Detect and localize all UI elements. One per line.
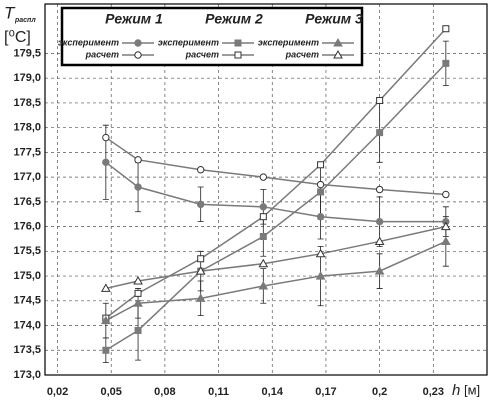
marker — [315, 248, 326, 258]
y-tick-label: 176,5 — [13, 196, 41, 208]
marker — [100, 283, 111, 292]
y-tick-label: 175,5 — [13, 245, 41, 257]
marker — [316, 213, 325, 221]
marker — [195, 293, 206, 302]
marker — [196, 166, 205, 174]
x-tick-label: 0,02 — [47, 386, 68, 398]
marker — [440, 221, 451, 231]
marker — [133, 298, 143, 307]
y-tick-label: 175,0 — [13, 270, 41, 282]
marker — [197, 255, 205, 263]
y-tick-label: 173,5 — [13, 344, 41, 356]
marker — [134, 51, 142, 59]
y-tick-label: 178,5 — [13, 97, 41, 109]
y-tick-label: 177,5 — [13, 146, 41, 158]
marker — [234, 39, 242, 47]
y-tick-label: 177,0 — [13, 171, 41, 183]
series-line — [105, 28, 447, 319]
marker — [258, 258, 269, 268]
marker — [259, 232, 267, 240]
marker — [440, 236, 451, 245]
y-tick-label: 179,0 — [13, 72, 41, 84]
marker — [375, 217, 384, 226]
y-tick-label: 178,0 — [13, 122, 41, 134]
x-tick-label: 0,14 — [262, 386, 284, 398]
y-label: T — [4, 3, 16, 22]
legend-label: расчет — [185, 49, 219, 59]
x-tick-label: 0,05 — [100, 386, 121, 398]
y-tick-label: 174,0 — [13, 319, 41, 331]
marker — [315, 271, 326, 280]
marker — [317, 161, 325, 169]
y-label-sub: распл — [14, 17, 36, 24]
y-tick-label: 174,5 — [13, 295, 41, 307]
y-tick-label: 176,0 — [13, 221, 41, 233]
marker — [442, 59, 450, 67]
marker — [317, 188, 325, 196]
x-label: h — [452, 382, 460, 399]
marker — [442, 25, 450, 33]
legend-box — [60, 6, 364, 67]
legend-title: Режим 3 — [305, 11, 363, 27]
marker — [259, 173, 268, 181]
marker — [374, 236, 385, 245]
marker — [374, 266, 385, 275]
marker — [442, 190, 450, 199]
legend-title: Режим 2 — [205, 11, 263, 27]
series-line — [105, 136, 446, 196]
marker — [102, 133, 110, 142]
legend-label: эксперимент — [158, 37, 219, 47]
legend: Режим 1 эксперимент расчет Режим 2 экспериме… — [58, 6, 364, 67]
marker — [134, 326, 142, 334]
marker — [134, 289, 142, 297]
legend-label: расчет — [85, 49, 119, 59]
legend-label: расчет — [285, 49, 319, 59]
y-tick-label: 179,5 — [13, 47, 41, 59]
marker — [316, 180, 325, 189]
legend-label: эксперимент — [58, 37, 119, 47]
x-tick-label: 0,2 — [372, 386, 387, 398]
marker — [102, 346, 110, 354]
x-tick-label: 0,11 — [208, 386, 229, 398]
marker — [333, 37, 343, 47]
marker — [259, 213, 267, 221]
marker — [134, 39, 142, 47]
legend-title: Режим 1 — [105, 11, 163, 27]
marker — [258, 280, 269, 290]
marker — [333, 49, 343, 59]
marker — [196, 200, 205, 209]
marker — [375, 185, 384, 194]
series-line — [105, 62, 447, 351]
y-unit: [⁰C] — [4, 29, 31, 46]
marker — [133, 276, 143, 285]
legend-label: эксперимент — [258, 37, 319, 47]
marker — [376, 129, 384, 137]
marker — [100, 315, 111, 325]
x-tick-label: 0,08 — [154, 386, 175, 398]
plot-frame — [44, 3, 488, 376]
marker — [234, 51, 242, 59]
marker — [134, 156, 142, 164]
x-unit: [м] — [464, 382, 480, 397]
marker — [376, 96, 384, 104]
x-tick-label: 0,23 — [423, 386, 444, 398]
series-line — [105, 161, 446, 223]
series-line — [105, 240, 447, 322]
marker — [102, 158, 110, 166]
series-line — [105, 225, 447, 290]
marker — [134, 183, 142, 191]
marker — [195, 266, 206, 275]
x-tick-label: 0,17 — [315, 386, 336, 398]
marker — [259, 203, 268, 211]
y-tick-label: 173,0 — [13, 369, 41, 381]
